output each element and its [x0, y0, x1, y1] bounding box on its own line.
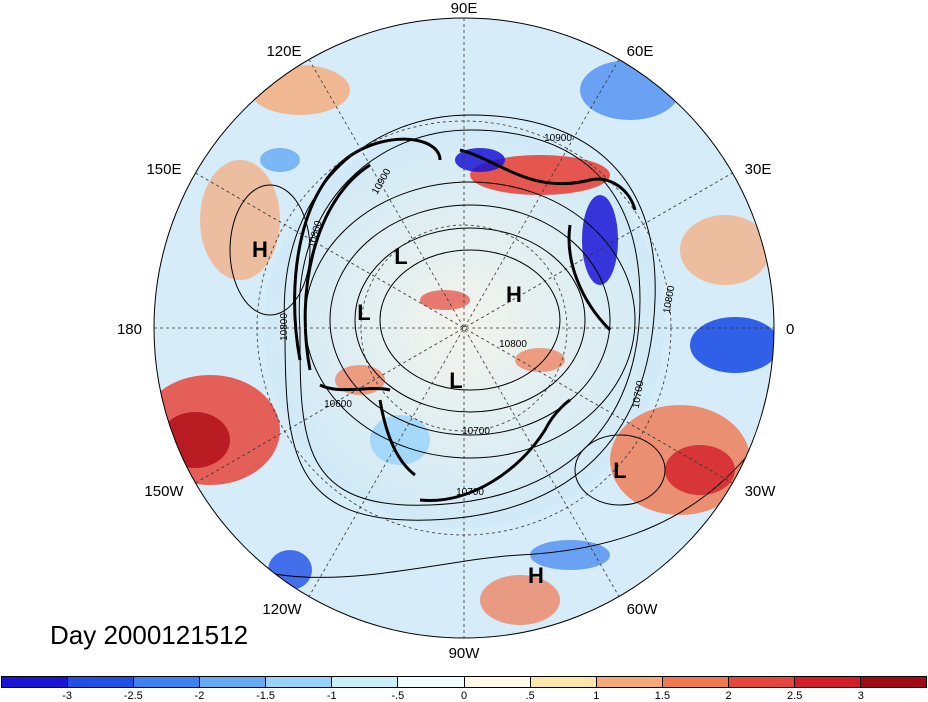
colorbar-swatch [794, 677, 862, 687]
colorbar-swatch [200, 677, 267, 687]
colorbar-swatch [464, 677, 531, 687]
colorbar-swatch [332, 677, 399, 687]
colorbar-tick-label: 1 [593, 690, 600, 702]
colorbar-tick-label: -1 [326, 690, 337, 702]
height-contours [169, 114, 761, 578]
contour-label: 10800 [499, 339, 527, 350]
contour-label: 10800 [279, 313, 290, 341]
graticule [154, 18, 774, 638]
lon-label-0: 0 [786, 321, 794, 338]
lon-label-120e: 120E [266, 43, 301, 60]
colorbar-tick-label: -3 [62, 690, 73, 702]
lon-label-60e: 60E [627, 43, 654, 60]
contour-label: 10600 [324, 399, 352, 410]
lon-label-180: 180 [117, 321, 142, 338]
colorbar-swatch [68, 677, 135, 687]
high-pressure-marker: H [506, 282, 522, 307]
colorbar-swatch [2, 677, 69, 687]
colorbar-tick-label: -1.5 [256, 690, 276, 702]
lon-label-30w: 30W [745, 483, 777, 500]
lon-label-150e: 150E [146, 161, 181, 178]
high-pressure-marker: H [528, 563, 544, 588]
colorbar [1, 676, 927, 688]
colorbar-swatch [662, 677, 729, 687]
colorbar-tick-label: 2 [725, 690, 732, 702]
colorbar-tick-label: 0 [460, 690, 468, 702]
colorbar-swatch [596, 677, 663, 687]
lon-label-30e: 30E [745, 161, 772, 178]
low-pressure-marker: L [613, 458, 626, 483]
colorbar-tick-label: .5 [525, 690, 535, 702]
day-title: Day 2000121512 [50, 620, 249, 650]
contour-label: 10700 [462, 426, 490, 437]
contour-label: 10700 [456, 487, 484, 498]
lon-label-60w: 60W [627, 601, 659, 618]
contour-label: 10900 [544, 133, 572, 144]
contour-label: 10800 [662, 284, 678, 314]
contour-label: 10700 [631, 379, 647, 409]
colorbar-swatch [266, 677, 333, 687]
colorbar-tick-label: 3 [857, 690, 864, 702]
colorbar-tick-label: -.5 [391, 690, 405, 702]
lon-label-90e: 90E [451, 0, 478, 17]
colorbar-swatch [861, 677, 927, 687]
colorbar-tick-label: 1.5 [654, 690, 671, 702]
low-pressure-marker: L [449, 368, 462, 393]
colorbar-tick-label: -2 [194, 690, 205, 702]
low-pressure-marker: L [394, 244, 407, 269]
colorbar-swatch [530, 677, 597, 687]
high-pressure-marker: H [252, 237, 268, 262]
low-pressure-marker: L [357, 300, 370, 325]
colorbar-swatch [728, 677, 795, 687]
colorbar-tick-label: -2.5 [123, 690, 143, 702]
lon-label-150w: 150W [144, 483, 184, 500]
lon-label-90w: 90W [449, 645, 481, 662]
colorbar-tick-label: 2.5 [787, 690, 803, 702]
lon-label-120w: 120W [262, 601, 302, 618]
colorbar-swatch [398, 677, 465, 687]
colorbar-swatch [134, 677, 201, 687]
